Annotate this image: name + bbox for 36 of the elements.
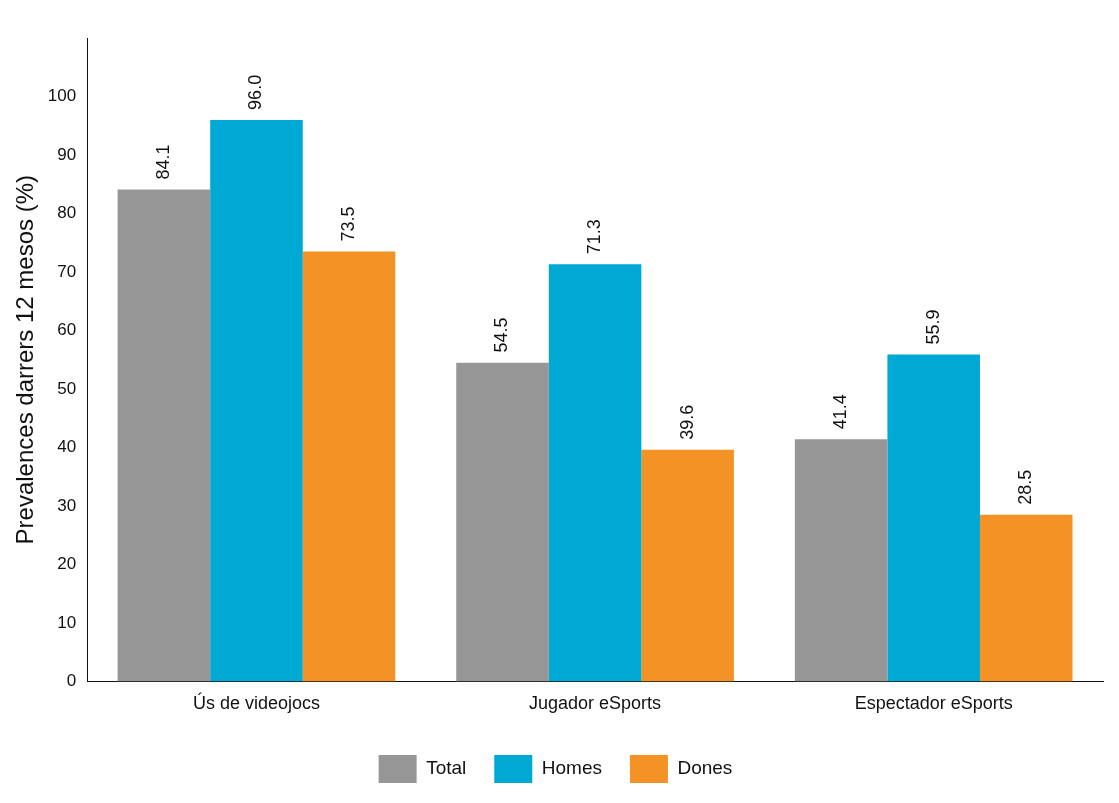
y-tick-label: 50 <box>57 378 77 398</box>
y-tick-label: 20 <box>57 554 77 574</box>
bar <box>641 449 734 682</box>
bar <box>548 264 642 682</box>
data-label: 55.9 <box>922 309 943 345</box>
bar <box>302 251 396 682</box>
legend-label: Homes <box>541 757 602 779</box>
data-label: 28.5 <box>1015 469 1036 505</box>
data-label: 96.0 <box>245 74 266 110</box>
y-tick-label: 90 <box>57 144 77 164</box>
legend-label: Total <box>426 757 467 779</box>
data-label: 41.4 <box>830 394 851 430</box>
y-tick-label: 60 <box>57 320 77 340</box>
bar <box>210 119 303 682</box>
data-label: 71.3 <box>584 219 605 255</box>
y-axis-title: Prevalences darrers 12 mesos (%) <box>11 174 39 545</box>
bar <box>456 362 549 682</box>
data-label: 73.5 <box>337 206 358 242</box>
y-tick-label: 30 <box>57 495 77 515</box>
bar <box>117 189 211 682</box>
y-tick-label: 10 <box>57 612 77 632</box>
bar <box>887 354 980 682</box>
y-tick-label: 70 <box>57 261 77 281</box>
x-tick-label: Jugador eSports <box>529 693 662 714</box>
x-tick-label: Ús de videojocs <box>192 692 321 714</box>
data-label: 54.5 <box>491 317 512 353</box>
bar <box>979 514 1073 682</box>
data-label: 39.6 <box>676 404 697 440</box>
data-label: 84.1 <box>152 144 173 180</box>
legend-label: Dones <box>677 757 733 779</box>
y-tick-label: 100 <box>47 86 77 106</box>
x-tick-label: Espectador eSports <box>854 693 1013 714</box>
y-tick-label: 80 <box>57 203 77 223</box>
bar <box>794 439 888 682</box>
y-tick-label: 0 <box>66 671 77 691</box>
y-tick-label: 40 <box>57 437 77 457</box>
